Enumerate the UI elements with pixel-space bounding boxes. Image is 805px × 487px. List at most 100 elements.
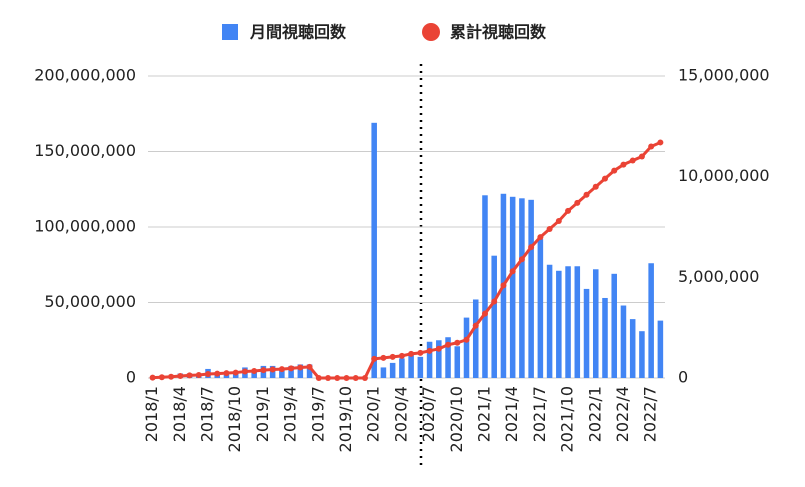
point: [232, 369, 239, 376]
point: [315, 375, 322, 381]
point: [426, 347, 433, 354]
bar: [371, 122, 377, 378]
point: [343, 375, 350, 381]
x-tick-label: 2020/4: [391, 386, 410, 442]
bar: [482, 195, 488, 378]
point: [500, 282, 507, 289]
bar: [223, 374, 230, 378]
point: [260, 367, 267, 374]
point: [574, 199, 581, 206]
bar: [426, 341, 433, 378]
y2-tick-label: 10,000,000: [678, 166, 770, 185]
bar: [463, 317, 470, 378]
bar: [583, 288, 590, 378]
bar: [509, 196, 516, 378]
y-tick-label: 200,000,000: [34, 66, 136, 85]
point: [389, 353, 396, 360]
bar: [546, 264, 553, 378]
x-tick-label: 2018/1: [142, 386, 161, 442]
point: [241, 368, 248, 375]
point: [546, 226, 553, 233]
x-tick-label: 2019/1: [253, 386, 272, 442]
point: [592, 183, 599, 190]
x-tick-label: 2022/1: [585, 386, 604, 442]
x-tick-label: 2020/10: [447, 386, 466, 452]
bar: [288, 365, 294, 378]
bar: [537, 239, 544, 378]
point: [601, 175, 608, 182]
point: [435, 345, 442, 352]
point: [288, 365, 295, 372]
bar: [519, 198, 525, 378]
point: [278, 366, 285, 373]
point: [537, 234, 544, 241]
point: [223, 370, 230, 377]
point: [398, 352, 405, 359]
y2-tick-label: 15,000,000: [678, 66, 770, 85]
point: [380, 354, 387, 361]
x-tick-label: 2018/10: [225, 386, 244, 452]
bar: [389, 362, 396, 378]
y-tick-label: 100,000,000: [34, 217, 136, 236]
point: [371, 355, 378, 362]
point: [648, 143, 655, 150]
bar: [574, 266, 581, 378]
bar: [528, 199, 534, 378]
y-tick-label: 50,000,000: [44, 292, 136, 311]
bar: [408, 355, 414, 378]
bar: [556, 270, 562, 378]
legend-swatch: [222, 24, 238, 40]
point: [528, 244, 535, 251]
x-tick-label: 2020/1: [364, 386, 383, 442]
point: [361, 375, 368, 381]
bar: [592, 269, 599, 378]
point: [620, 161, 627, 168]
bar: [399, 358, 405, 378]
point: [352, 375, 359, 381]
bar: [648, 263, 654, 378]
bar: [611, 273, 617, 378]
point: [463, 336, 470, 343]
point: [205, 370, 212, 377]
point: [611, 167, 618, 174]
point: [168, 373, 175, 380]
point: [177, 372, 184, 379]
bar: [380, 367, 387, 378]
bar: [602, 297, 608, 378]
x-tick-label: 2019/7: [308, 386, 327, 442]
bar: [454, 346, 461, 378]
point: [629, 157, 636, 164]
point: [214, 370, 221, 377]
x-tick-label: 2021/10: [558, 386, 577, 452]
point: [158, 374, 165, 381]
bar: [491, 255, 497, 378]
point: [481, 310, 488, 317]
bar: [417, 356, 424, 378]
x-tick-label: 2022/7: [641, 386, 660, 442]
point: [408, 350, 415, 357]
bar: [629, 319, 636, 378]
point: [638, 153, 645, 160]
point: [583, 191, 590, 198]
x-tick-label: 2022/4: [613, 386, 632, 442]
bar: [251, 371, 257, 378]
x-tick-label: 2020/7: [419, 386, 438, 442]
legend-label: 月間視聴回数: [249, 23, 347, 42]
point: [518, 256, 525, 263]
point: [417, 349, 424, 356]
point: [195, 371, 202, 378]
point: [491, 298, 498, 305]
bar: [472, 299, 479, 378]
point: [565, 207, 572, 214]
point: [251, 367, 258, 374]
y2-tick-label: 0: [678, 368, 688, 387]
bar: [445, 337, 451, 378]
point: [269, 366, 276, 373]
point: [325, 375, 332, 381]
point: [445, 341, 452, 348]
bar: [620, 305, 627, 378]
legend-swatch: [422, 23, 440, 41]
point: [297, 364, 304, 371]
bar: [657, 320, 664, 378]
